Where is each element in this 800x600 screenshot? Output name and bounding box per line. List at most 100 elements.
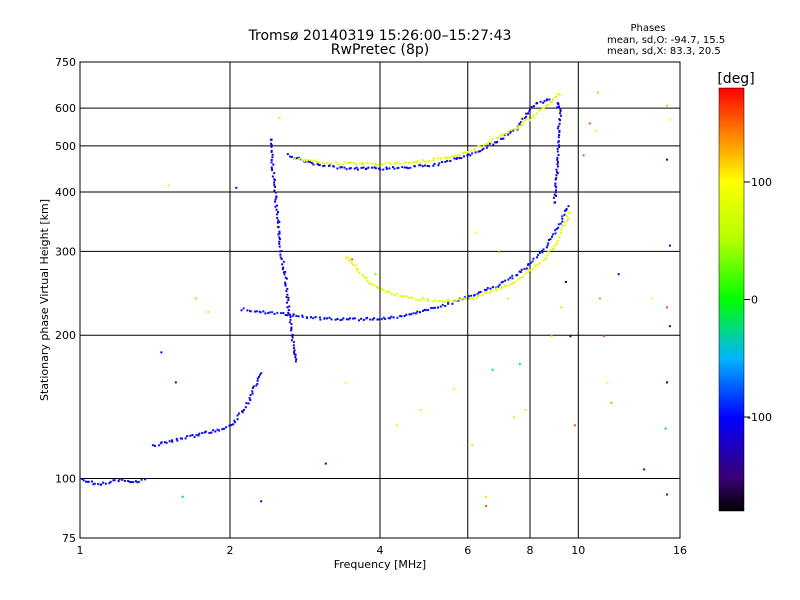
echo-point (326, 317, 328, 320)
echo-point (373, 162, 376, 165)
echo-point (307, 160, 310, 163)
echo-point (536, 256, 539, 259)
echo-point (447, 302, 450, 305)
echo-point (504, 284, 507, 287)
echo-point (316, 163, 319, 166)
echo-point (181, 437, 183, 440)
echo-point (511, 274, 514, 277)
echo-point (504, 279, 507, 282)
echo-point (349, 167, 352, 170)
echo-point (402, 295, 405, 298)
echo-point (416, 310, 419, 313)
echo-point (555, 174, 558, 177)
noise-point (452, 387, 455, 390)
echo-point (520, 268, 523, 271)
echo-point (274, 198, 277, 201)
echo-point (253, 310, 256, 313)
echo-point (287, 299, 290, 302)
echo-point (342, 317, 345, 320)
echo-point (424, 160, 427, 163)
echo-point (113, 479, 116, 482)
echo-point (554, 229, 557, 232)
echo-point (565, 209, 568, 212)
echo-point (93, 482, 96, 485)
noise-point (395, 424, 398, 427)
echo-point (281, 263, 284, 266)
echo-point (310, 316, 312, 319)
echo-point (278, 240, 281, 243)
echo-point (476, 295, 479, 298)
echo-point (536, 102, 539, 104)
echo-point (557, 125, 560, 128)
echo-point (84, 480, 87, 483)
echo-point (453, 157, 456, 160)
echo-point (477, 150, 480, 153)
echo-point (476, 296, 478, 299)
echo-point (385, 166, 388, 169)
echo-point (469, 149, 472, 152)
echo-point (277, 233, 280, 236)
echo-point (291, 155, 293, 158)
echo-point (319, 318, 322, 321)
echo-point (376, 318, 379, 321)
x-tick-label: 16 (673, 544, 687, 557)
echo-point (270, 150, 273, 153)
echo-point (565, 207, 568, 210)
echo-point (270, 166, 273, 169)
noise-point (344, 381, 347, 384)
noise-point (518, 362, 521, 365)
echo-point (560, 231, 563, 234)
echo-point (491, 137, 494, 140)
echo-point (507, 133, 510, 136)
echo-point (561, 220, 564, 223)
echo-point (401, 166, 404, 169)
echo-point (510, 129, 513, 131)
echo-point (212, 429, 215, 432)
echo-point (203, 431, 206, 434)
y-ticks: 75 100 200 300 400 500 600 750 (55, 56, 76, 545)
echo-point (567, 218, 570, 220)
echo-point (328, 164, 331, 167)
echo-point (284, 282, 287, 285)
echo-point (100, 483, 103, 486)
echo-point (458, 153, 461, 156)
echo-point (367, 282, 370, 285)
echo-point (176, 439, 179, 442)
noise-point (598, 297, 601, 300)
echo-point (454, 154, 457, 157)
colorbar-tick-label: -100 (747, 411, 772, 424)
phase-stats-x: mean, sd,X: 83.3, 20.5 (607, 46, 721, 57)
colorbar-tick-label: 100 (751, 176, 772, 189)
noise-point (668, 244, 671, 247)
echo-point (561, 215, 564, 218)
echo-point (382, 288, 385, 291)
echo-point (297, 315, 300, 318)
echo-point (385, 168, 388, 170)
echo-point (460, 157, 463, 160)
echo-point (555, 168, 558, 171)
echo-point (290, 323, 293, 326)
echo-point (330, 162, 333, 165)
echo-point (112, 479, 115, 482)
echo-point (554, 95, 557, 98)
echo-point (338, 163, 341, 166)
echo-point (471, 152, 474, 155)
echo-point (287, 311, 290, 314)
echo-point (191, 434, 194, 436)
echo-point (274, 185, 276, 188)
echo-point (479, 291, 482, 293)
echo-point (264, 312, 267, 315)
echo-point (121, 478, 124, 481)
echo-point (510, 283, 513, 286)
noise-point (174, 381, 177, 384)
echo-point (512, 282, 515, 285)
echo-point (424, 309, 427, 312)
echo-point (500, 133, 503, 136)
echo-point (546, 244, 549, 247)
echo-point (557, 103, 560, 106)
noise-point (594, 129, 597, 132)
echo-point (285, 290, 288, 293)
echo-point (102, 481, 105, 484)
echo-point (528, 110, 531, 113)
echo-point (481, 294, 484, 296)
